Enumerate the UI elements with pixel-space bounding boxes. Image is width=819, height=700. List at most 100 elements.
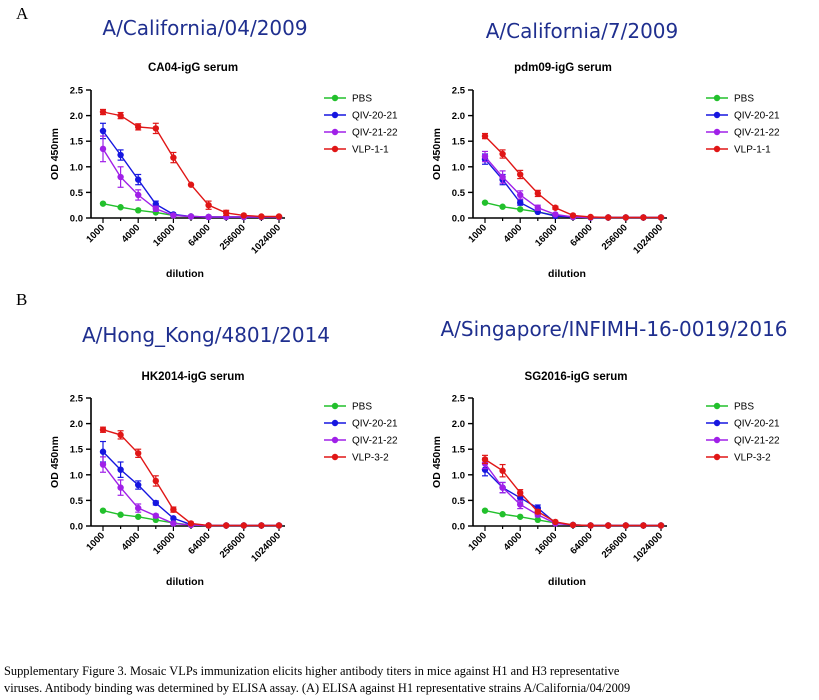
x-tick-label: 64000 <box>186 530 212 556</box>
data-point <box>275 213 283 220</box>
data-point <box>117 431 124 439</box>
data-point <box>117 466 124 473</box>
legend-item: QIV-20-21 <box>706 419 780 430</box>
data-point <box>552 211 559 218</box>
series-qiv-21-22 <box>99 135 283 221</box>
legend-item: QIV-21-22 <box>324 436 398 447</box>
legend-swatch-marker <box>713 94 721 102</box>
legend-item: QIV-21-22 <box>324 128 398 139</box>
series-qiv-21-22 <box>99 456 283 529</box>
series-line <box>102 451 279 527</box>
chart-title: HK2014-igG serum <box>142 371 245 383</box>
y-tick-label: 1.0 <box>70 162 83 173</box>
x-tick-label: 64000 <box>568 222 594 248</box>
legend-swatch-marker <box>331 111 339 119</box>
data-point <box>99 426 107 433</box>
x-axis-label: dilution <box>548 576 586 588</box>
data-point <box>135 191 142 199</box>
chart-title: CA04-igG serum <box>148 62 238 74</box>
legend-swatch-marker <box>713 419 721 427</box>
legend-swatch-marker <box>331 402 339 410</box>
strain-title: A/California/7/2009 <box>486 19 679 43</box>
x-tick-label: 1000 <box>466 222 489 245</box>
x-tick-label: 256000 <box>600 530 630 560</box>
legend-item: QIV-21-22 <box>706 128 780 139</box>
legend-item: QIV-20-21 <box>706 111 780 122</box>
data-point <box>117 151 124 159</box>
legend-swatch-marker <box>331 128 339 136</box>
chart-panel-2: A/California/7/2009 pdm09-igG serum 0.0 0.5… <box>431 19 780 280</box>
legend-label: QIV-20-21 <box>352 419 398 430</box>
data-point <box>135 504 142 512</box>
y-tick-label: 0.5 <box>452 188 466 199</box>
data-point <box>640 522 647 529</box>
legend-label: QIV-21-22 <box>734 128 780 139</box>
series-qiv-20-21 <box>99 122 283 221</box>
data-point <box>99 108 107 116</box>
legend-swatch-marker <box>331 436 339 444</box>
x-tick-label: 256000 <box>218 222 248 252</box>
x-tick-label: 1000 <box>84 222 107 245</box>
data-point <box>481 132 489 140</box>
x-tick-label: 1024000 <box>249 530 283 564</box>
data-point <box>99 200 107 207</box>
y-tick-label: 0.0 <box>452 522 465 533</box>
data-point <box>481 153 489 160</box>
data-point <box>205 202 212 209</box>
data-point <box>99 461 107 468</box>
data-point <box>534 508 541 515</box>
data-point <box>117 112 124 119</box>
data-point <box>481 199 489 206</box>
data-point <box>534 190 541 197</box>
x-axis-label: dilution <box>166 576 204 588</box>
figure-caption: Supplementary Figure 3. Mosaic VLPs immu… <box>4 663 816 697</box>
data-point <box>117 173 124 181</box>
series-vlp-1-1 <box>481 132 665 221</box>
legend-swatch-marker <box>331 419 339 427</box>
data-point <box>135 207 142 214</box>
series-vlp-3-2 <box>99 426 283 529</box>
x-tick-label: 64000 <box>186 222 212 248</box>
data-point <box>605 522 612 529</box>
data-point <box>481 507 489 514</box>
y-tick-label: 1.0 <box>70 470 83 481</box>
y-tick-label: 2.5 <box>452 394 466 405</box>
legend-item: PBS <box>324 94 372 105</box>
data-point <box>517 199 524 206</box>
legend-label: PBS <box>352 402 372 413</box>
data-point <box>170 212 177 219</box>
data-point <box>517 513 524 520</box>
legend-item: QIV-20-21 <box>324 111 398 122</box>
series-qiv-21-22 <box>481 457 665 529</box>
data-point <box>499 203 506 210</box>
x-tick-label: 16000 <box>533 222 559 248</box>
data-point <box>552 204 559 211</box>
legend-item: QIV-20-21 <box>324 419 398 430</box>
series-qiv-20-21 <box>481 462 665 529</box>
legend-item: VLP-3-2 <box>324 453 389 464</box>
series-line <box>484 469 661 527</box>
x-tick-label: 1024000 <box>631 530 665 564</box>
legend-swatch-marker <box>713 111 721 119</box>
x-axis-label: dilution <box>548 268 586 280</box>
x-tick-label: 64000 <box>568 530 594 556</box>
data-point <box>499 511 506 518</box>
data-point <box>152 205 159 212</box>
data-point <box>499 150 506 158</box>
data-point <box>170 520 177 527</box>
data-point <box>534 204 541 211</box>
legend-swatch-marker <box>713 436 721 444</box>
legend-swatch-marker <box>713 145 721 153</box>
data-point <box>135 450 142 457</box>
legend-item: VLP-3-2 <box>706 453 771 464</box>
data-point <box>605 214 612 221</box>
x-tick-label: 1024000 <box>631 222 665 256</box>
y-tick-label: 2.0 <box>70 111 83 122</box>
series-line <box>484 158 661 219</box>
data-point <box>223 522 230 529</box>
data-point <box>187 213 195 220</box>
data-point <box>99 127 107 135</box>
strain-title: A/Singapore/INFIMH-16-0019/2016 <box>440 317 787 341</box>
data-point <box>258 213 265 220</box>
y-axis-label: OD 450nm <box>49 128 61 180</box>
